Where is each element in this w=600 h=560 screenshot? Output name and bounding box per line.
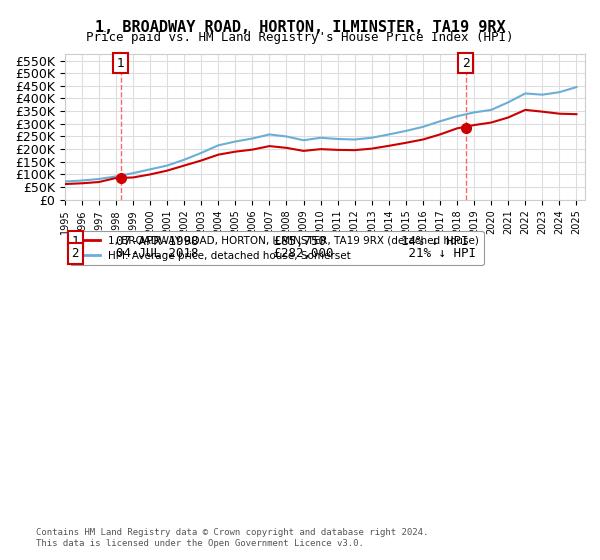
- Text: 1: 1: [116, 57, 124, 69]
- Text: 2: 2: [461, 57, 470, 69]
- Text: 2: 2: [71, 247, 79, 260]
- Text: 04-JUL-2018          £282,000          21% ↓ HPI: 04-JUL-2018 £282,000 21% ↓ HPI: [101, 247, 476, 260]
- Legend: 1, BROADWAY ROAD, HORTON, ILMINSTER, TA19 9RX (detached house), HPI: Average pri: 1, BROADWAY ROAD, HORTON, ILMINSTER, TA1…: [70, 231, 484, 265]
- Text: 1, BROADWAY ROAD, HORTON, ILMINSTER, TA19 9RX: 1, BROADWAY ROAD, HORTON, ILMINSTER, TA1…: [95, 20, 505, 35]
- Text: 1: 1: [71, 235, 79, 248]
- Text: Contains HM Land Registry data © Crown copyright and database right 2024.
This d: Contains HM Land Registry data © Crown c…: [36, 528, 428, 548]
- Text: 07-APR-1998          £85,750          14% ↓ HPI: 07-APR-1998 £85,750 14% ↓ HPI: [101, 235, 469, 248]
- Text: Price paid vs. HM Land Registry's House Price Index (HPI): Price paid vs. HM Land Registry's House …: [86, 31, 514, 44]
